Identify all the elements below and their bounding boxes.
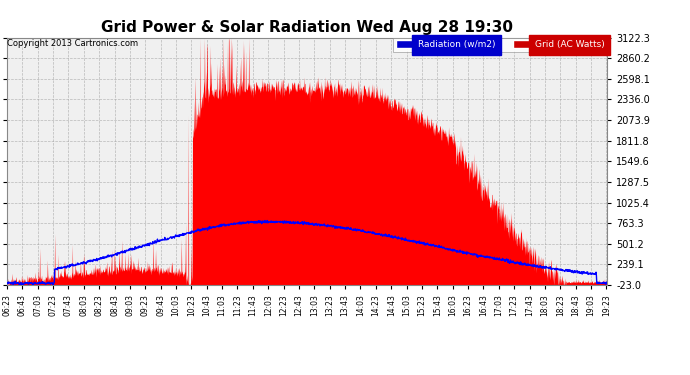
Text: Copyright 2013 Cartronics.com: Copyright 2013 Cartronics.com	[7, 39, 138, 48]
Title: Grid Power & Solar Radiation Wed Aug 28 19:30: Grid Power & Solar Radiation Wed Aug 28 …	[101, 20, 513, 35]
Legend: Radiation (w/m2), Grid (AC Watts): Radiation (w/m2), Grid (AC Watts)	[393, 38, 607, 52]
